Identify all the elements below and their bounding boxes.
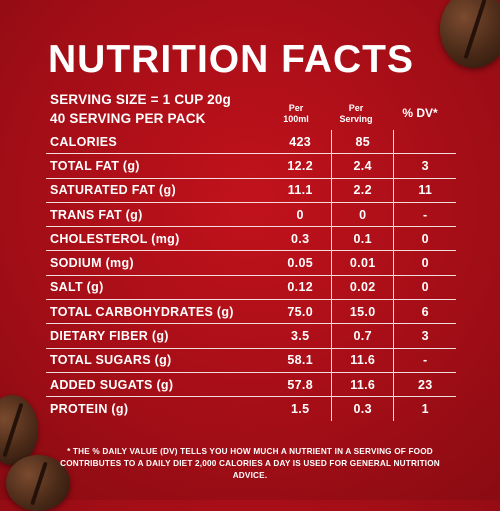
table-row: TOTAL FAT (g) 12.2 2.4 3 bbox=[46, 153, 456, 179]
value-per-serving: 15.0 bbox=[330, 299, 394, 324]
value-dv: 6 bbox=[393, 299, 456, 324]
nutrient-label: TOTAL CARBOHYDRATES (g) bbox=[46, 299, 270, 324]
value-per-serving: 0.02 bbox=[330, 274, 394, 300]
table-row: CALORIES 423 85 bbox=[46, 130, 456, 154]
value-dv bbox=[393, 130, 456, 154]
coffee-bean-top-right bbox=[440, 0, 500, 68]
table-row: CHOLESTEROL (mg) 0.3 0.1 0 bbox=[46, 226, 456, 251]
value-dv: 0 bbox=[393, 226, 456, 251]
table-row: SATURATED FAT (g) 11.1 2.2 11 bbox=[46, 177, 456, 203]
nutrient-label: DIETARY FIBER (g) bbox=[46, 323, 270, 349]
nutrient-label: TRANS FAT (g) bbox=[46, 201, 270, 227]
value-per-serving: 11.6 bbox=[330, 371, 394, 397]
value-per-serving: 2.4 bbox=[330, 153, 394, 179]
table-row: TRANS FAT (g) 0 0- bbox=[46, 201, 456, 227]
nutrient-label: CHOLESTEROL (mg) bbox=[46, 226, 270, 251]
value-per-serving: 85 bbox=[330, 130, 394, 154]
table-row: TOTAL CARBOHYDRATES (g) 75.0 15.0 6 bbox=[46, 299, 456, 324]
nutrient-label: TOTAL FAT (g) bbox=[46, 153, 270, 179]
table-row: ADDED SUGATS (g) 57.8 11.6 23 bbox=[46, 371, 456, 397]
value-per-100ml: 1.5 bbox=[269, 396, 332, 421]
value-per-100ml: 58.1 bbox=[269, 347, 332, 373]
column-header-dv: % DV* bbox=[402, 106, 438, 120]
value-dv: 3 bbox=[393, 153, 456, 179]
nutrient-label: PROTEIN (g) bbox=[46, 396, 270, 421]
column-header-per-serving: Per Serving bbox=[339, 103, 373, 124]
value-dv: 1 bbox=[393, 396, 456, 421]
value-per-100ml: 57.8 bbox=[269, 371, 332, 397]
nutrient-label: CALORIES bbox=[50, 134, 117, 149]
footnote: * THE % DAILY VALUE (DV) TELLS YOU HOW M… bbox=[60, 447, 440, 480]
value-dv: 0 bbox=[393, 274, 456, 300]
table-row: DIETARY FIBER (g) 3.5 0.7 3 bbox=[46, 323, 456, 349]
table-row: PROTEIN (g) 1.5 0.3 1 bbox=[46, 396, 456, 421]
table-row: SALT (g) 0.12 0.02 0 bbox=[46, 274, 456, 300]
value-per-100ml: 75.0 bbox=[269, 299, 332, 324]
value-per-100ml: 12.2 bbox=[269, 153, 332, 179]
value-per-serving: 0.1 bbox=[330, 226, 394, 251]
value-per-100ml: 423 bbox=[289, 134, 312, 149]
value-dv: 11 bbox=[393, 177, 456, 203]
nutrient-label: SODIUM (mg) bbox=[46, 250, 270, 276]
table-row: TOTAL SUGARS (g) 58.1 11.6- bbox=[46, 347, 456, 373]
value-dv: - bbox=[393, 347, 456, 373]
value-per-100ml: 0 bbox=[269, 201, 332, 227]
value-per-100ml: 0.12 bbox=[269, 274, 332, 300]
value-dv: 3 bbox=[393, 323, 456, 349]
value-per-serving: 0.01 bbox=[330, 250, 394, 276]
value-per-100ml: 11.1 bbox=[269, 177, 332, 203]
servings-per-pack: 40 SERVING PER PACK bbox=[50, 111, 206, 126]
nutrient-label: ADDED SUGATS (g) bbox=[46, 371, 270, 397]
value-dv: 0 bbox=[393, 250, 456, 276]
column-header-per-100ml: Per 100ml bbox=[283, 103, 309, 124]
value-dv: - bbox=[393, 201, 456, 227]
nutrient-label: SATURATED FAT (g) bbox=[46, 177, 270, 203]
value-per-serving: 2.2 bbox=[330, 177, 394, 203]
value-per-100ml: 3.5 bbox=[269, 323, 332, 349]
nutrient-label: TOTAL SUGARS (g) bbox=[46, 347, 270, 373]
value-per-100ml: 0.05 bbox=[269, 250, 332, 276]
page-title: NUTRITION FACTS bbox=[48, 38, 414, 81]
nutrition-table: CALORIES 423 85 TOTAL FAT (g) 12.2 2.4 3 SATURA… bbox=[46, 130, 456, 421]
value-per-serving: 11.6 bbox=[330, 347, 394, 373]
serving-size: SERVING SIZE = 1 CUP 20g bbox=[50, 92, 231, 107]
value-per-100ml: 0.3 bbox=[269, 226, 332, 251]
value-per-serving: 0 bbox=[330, 201, 394, 227]
value-per-serving: 0.7 bbox=[330, 323, 394, 349]
value-dv: 23 bbox=[393, 371, 456, 397]
serving-info: SERVING SIZE = 1 CUP 20g 40 SERVING PER … bbox=[50, 90, 231, 128]
value-per-serving: 0.3 bbox=[330, 396, 394, 421]
nutrient-label: SALT (g) bbox=[46, 274, 270, 300]
table-row: SODIUM (mg) 0.05 0.01 0 bbox=[46, 250, 456, 276]
